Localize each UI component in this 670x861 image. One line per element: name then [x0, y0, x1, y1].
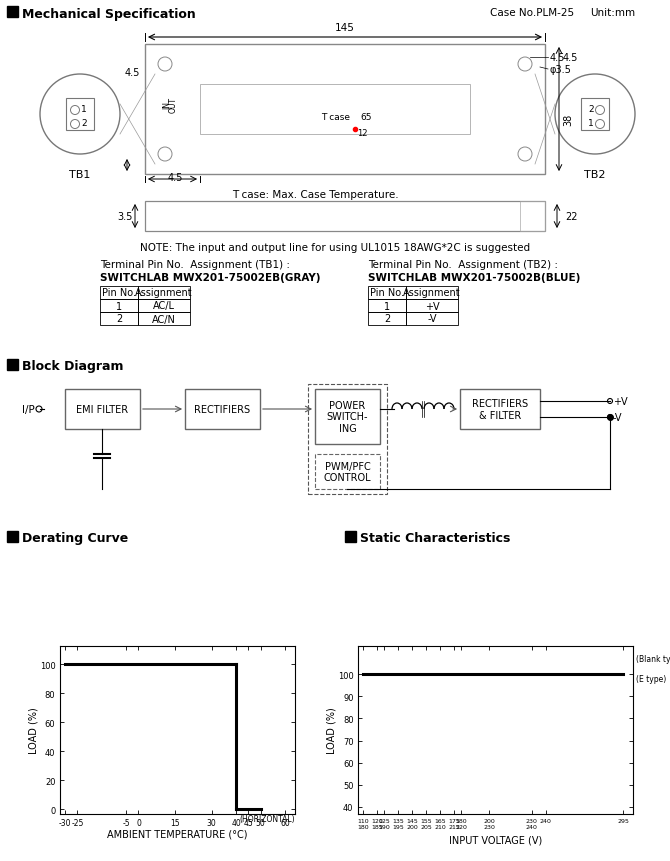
Y-axis label: LOAD (%): LOAD (%)	[326, 706, 336, 753]
Text: 4.5: 4.5	[563, 53, 578, 63]
Bar	[100, 313, 138, 325]
Bar	[406, 300, 458, 313]
Text: 38: 38	[563, 114, 573, 126]
Text: POWER
SWITCH-
ING: POWER SWITCH- ING	[327, 400, 368, 434]
Text: 2: 2	[384, 314, 390, 324]
Text: Block Diagram: Block Diagram	[22, 360, 123, 373]
Text: I/P: I/P	[22, 405, 35, 414]
Text: AC/N: AC/N	[152, 314, 176, 324]
Text: -V: -V	[613, 412, 622, 423]
Bar	[315, 455, 380, 489]
Bar	[138, 287, 190, 300]
Text: OUT: OUT	[168, 97, 178, 113]
Text: Static Characteristics: Static Characteristics	[360, 531, 511, 544]
Bar	[7, 360, 18, 370]
Text: TB1: TB1	[69, 170, 90, 180]
Bar	[7, 531, 18, 542]
Bar	[308, 385, 387, 494]
Text: +V: +V	[425, 301, 440, 311]
Bar	[315, 389, 380, 444]
Bar	[65, 389, 140, 430]
X-axis label: INPUT VOLTAGE (V): INPUT VOLTAGE (V)	[449, 835, 543, 845]
X-axis label: AMBIENT TEMPERATURE (°C): AMBIENT TEMPERATURE (°C)	[107, 829, 248, 839]
Bar	[520, 201, 545, 232]
Text: -V: -V	[427, 314, 437, 324]
Bar	[7, 7, 18, 18]
Bar	[138, 300, 190, 313]
Text: Unit:mm: Unit:mm	[590, 8, 635, 18]
Text: Case No.PLM-25: Case No.PLM-25	[490, 8, 574, 18]
Text: IN: IN	[163, 101, 172, 108]
Text: Pin No.: Pin No.	[370, 288, 404, 298]
Text: 2: 2	[588, 105, 594, 115]
Bar	[406, 287, 458, 300]
Bar	[581, 99, 609, 131]
Bar	[460, 389, 540, 430]
Text: 145: 145	[335, 23, 355, 33]
Bar	[100, 300, 138, 313]
Text: 2: 2	[81, 120, 87, 128]
Text: SWITCHLAB MWX201-75002B(BLUE): SWITCHLAB MWX201-75002B(BLUE)	[368, 273, 580, 282]
Text: 4.5: 4.5	[168, 173, 183, 183]
Text: 12: 12	[357, 128, 368, 138]
Text: 65: 65	[360, 114, 371, 122]
Bar	[185, 389, 260, 430]
Text: AC/L: AC/L	[153, 301, 175, 311]
Text: Assignment: Assignment	[403, 288, 461, 298]
Text: 3.5: 3.5	[118, 212, 133, 222]
Text: Derating Curve: Derating Curve	[22, 531, 128, 544]
Text: 22: 22	[565, 212, 578, 222]
Text: 1: 1	[116, 301, 122, 311]
Text: +V: +V	[613, 397, 628, 406]
Text: TB2: TB2	[584, 170, 606, 180]
Text: Terminal Pin No.  Assignment (TB1) :: Terminal Pin No. Assignment (TB1) :	[100, 260, 290, 269]
Text: (E type): (E type)	[636, 674, 666, 684]
Bar	[368, 300, 406, 313]
Text: 4.5: 4.5	[550, 53, 565, 63]
Bar	[100, 287, 138, 300]
Bar	[368, 313, 406, 325]
Text: NOTE: The input and output line for using UL1015 18AWG*2C is suggested: NOTE: The input and output line for usin…	[140, 243, 530, 253]
Text: 1: 1	[384, 301, 390, 311]
Bar	[345, 531, 356, 542]
Text: (Blank type): (Blank type)	[636, 654, 670, 663]
Text: φ3.5: φ3.5	[550, 65, 572, 75]
Bar	[145, 201, 545, 232]
Bar	[368, 287, 406, 300]
Text: T case: Max. Case Temperature.: T case: Max. Case Temperature.	[232, 189, 398, 200]
Text: 4.5: 4.5	[125, 68, 140, 77]
Text: 1: 1	[588, 120, 594, 128]
Text: 1: 1	[81, 105, 87, 115]
Text: SWITCHLAB MWX201-75002EB(GRAY): SWITCHLAB MWX201-75002EB(GRAY)	[100, 273, 320, 282]
Text: (HORIZONTAL): (HORIZONTAL)	[239, 814, 295, 822]
Text: Terminal Pin No.  Assignment (TB2) :: Terminal Pin No. Assignment (TB2) :	[368, 260, 558, 269]
Text: PWM/PFC
CONTROL: PWM/PFC CONTROL	[324, 461, 371, 483]
Text: EMI FILTER: EMI FILTER	[76, 405, 129, 414]
Bar	[200, 85, 470, 135]
Text: RECTIFIERS
& FILTER: RECTIFIERS & FILTER	[472, 399, 528, 420]
Bar	[406, 313, 458, 325]
Text: Mechanical Specification: Mechanical Specification	[22, 8, 196, 21]
Text: RECTIFIERS: RECTIFIERS	[194, 405, 251, 414]
Y-axis label: LOAD (%): LOAD (%)	[28, 706, 38, 753]
Text: T case: T case	[321, 114, 350, 122]
Bar	[66, 99, 94, 131]
Bar	[145, 45, 545, 175]
Text: Assignment: Assignment	[135, 288, 193, 298]
Bar	[138, 313, 190, 325]
Text: 2: 2	[116, 314, 122, 324]
Text: Pin No.: Pin No.	[102, 288, 136, 298]
